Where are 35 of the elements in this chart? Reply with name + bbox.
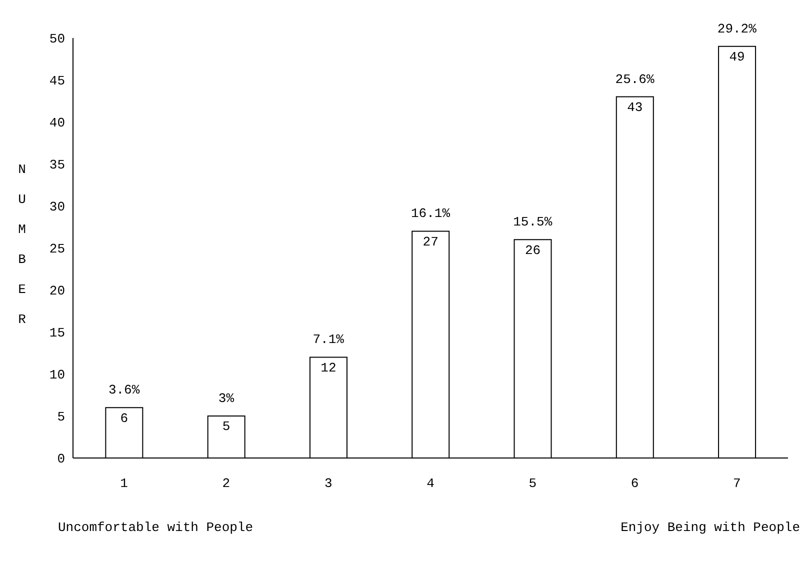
annotation: 25.6% <box>615 72 654 87</box>
y-tick-label: 10 <box>49 368 65 383</box>
x-tick-label: 4 <box>426 476 435 492</box>
data-label: 6 <box>120 410 128 426</box>
annotation: 3.6% <box>108 382 140 398</box>
y-tick-label: 25 <box>49 242 65 257</box>
text: Uncomfortable with People <box>58 520 254 535</box>
y-tick-label: 15 <box>49 326 65 341</box>
y-axis-title: NUMBER <box>18 162 26 327</box>
text: Enjoy Being with People <box>620 520 800 535</box>
y-tick-label: 35 <box>49 158 65 173</box>
annotation: 15.5% <box>513 214 552 230</box>
x-tick-label: 3 <box>324 476 332 492</box>
annotation: 3% <box>218 391 234 406</box>
annotation: 16.1% <box>410 206 450 222</box>
y-tick-label: 40 <box>49 116 65 131</box>
data-label: 27 <box>422 234 438 250</box>
data-label: 43 <box>627 100 643 116</box>
y-tick-label: 20 <box>49 284 65 299</box>
y-tick-label: 0 <box>57 452 65 467</box>
x-tick-label: 5 <box>528 476 537 492</box>
x-tick-label: 2 <box>222 476 230 492</box>
annotation: 29.2% <box>717 21 757 36</box>
data-label: 5 <box>222 419 230 434</box>
x-tick-label: 7 <box>733 476 741 492</box>
x-tick-label: 1 <box>120 476 128 492</box>
y-tick-label: 30 <box>49 200 65 215</box>
data-label: 26 <box>524 242 541 258</box>
annotation: 7.1% <box>312 332 344 348</box>
x-tick-label: 6 <box>630 476 639 492</box>
data-label: 49 <box>729 50 745 65</box>
y-tick-label: 50 <box>49 32 65 47</box>
y-tick-label: 5 <box>57 410 65 425</box>
y-tick-label: 45 <box>49 74 65 89</box>
data-label: 12 <box>320 360 336 376</box>
